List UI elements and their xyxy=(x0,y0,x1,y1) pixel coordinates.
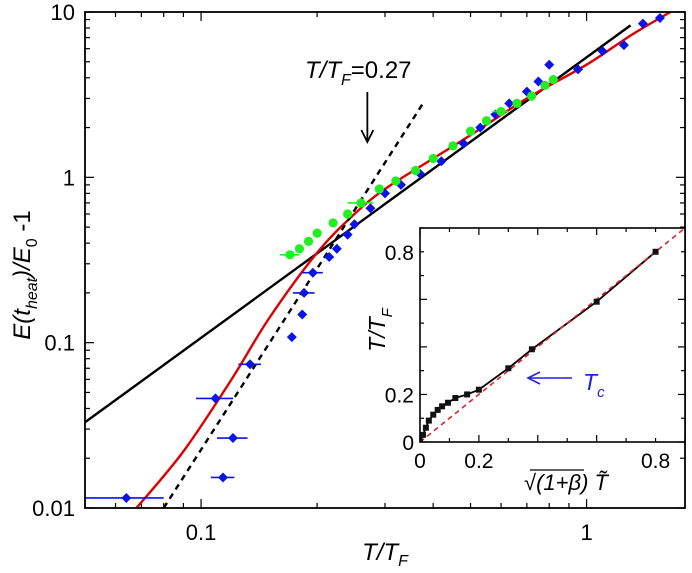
green-circles-point xyxy=(448,141,458,151)
blue-diamonds-point xyxy=(458,138,469,149)
y-axis-label: E(theat)/E0 -1 xyxy=(9,210,41,339)
blue-diamonds-point xyxy=(210,393,221,404)
inset-y-tick-label: 0.8 xyxy=(385,242,414,265)
x-tick-label: 0.1 xyxy=(186,520,217,545)
inset-plot: 0 0.2 0.8 0 0.2 0.8 T/TF √(1+β) T̃ Tc xyxy=(364,227,686,495)
blue-diamonds-point xyxy=(436,156,447,167)
green-circles-point xyxy=(526,91,537,101)
blue-diamonds-point xyxy=(245,359,256,370)
annotation-arrow-head xyxy=(360,129,375,145)
inset-y-axis-label-group: T/TF xyxy=(364,307,396,352)
inset-x-tick-label: 0.8 xyxy=(641,450,670,473)
inset-point xyxy=(430,411,437,418)
inset-point xyxy=(420,431,426,438)
main-plot: 0.1 1 0.01 0.1 1 10 T/TF E(theat)/E0 -1 T/TF=0.2… xyxy=(9,0,686,570)
green-circles-point xyxy=(410,165,421,176)
inset-point xyxy=(444,399,451,406)
inset-x-tick-label: 0 xyxy=(414,450,426,473)
green-circles-point xyxy=(540,80,550,90)
blue-diamonds-point xyxy=(618,40,629,51)
y-tick-label: 10 xyxy=(51,0,75,25)
black-dashed-fit xyxy=(162,100,426,508)
green-circles-point xyxy=(512,98,522,109)
green-circles-point xyxy=(481,116,492,126)
inset-point xyxy=(422,424,429,431)
inset-point xyxy=(425,417,432,424)
inset-point xyxy=(464,391,471,398)
blue-diamonds-point xyxy=(349,219,360,230)
inset-y-tick-label: 0.2 xyxy=(385,384,414,407)
green-circles-point xyxy=(428,153,438,164)
inset-x-tick-label: 0.2 xyxy=(464,450,493,473)
annotation-label: T/TF=0.27 xyxy=(305,57,412,89)
inset-point xyxy=(420,439,423,442)
blue-diamonds-point xyxy=(544,59,555,70)
blue-diamonds-point xyxy=(297,309,308,320)
blue-diamonds-point xyxy=(307,267,318,278)
blue-diamonds-point xyxy=(217,472,228,483)
inset-x-axis-label: √(1+β) T̃ xyxy=(524,470,609,495)
y-tick-label: 0.01 xyxy=(32,496,75,521)
inset-annotation-label: Tc xyxy=(583,369,605,401)
blue-diamonds-point xyxy=(299,287,310,298)
green-circles-point xyxy=(328,218,338,228)
inset-point xyxy=(593,298,600,305)
inset-point xyxy=(452,395,459,402)
y-tick-label: 0.1 xyxy=(44,331,75,356)
green-circles-point xyxy=(303,236,314,246)
green-circles-point xyxy=(391,176,401,186)
green-circles-point xyxy=(356,198,366,208)
blue-diamonds-point xyxy=(504,98,515,109)
green-circles-point xyxy=(496,106,506,117)
y-axis-label-group: E(theat)/E0 -1 xyxy=(9,210,41,339)
green-circles-point xyxy=(548,75,558,85)
blue-diamonds-point xyxy=(324,251,335,262)
x-axis-label: T/TF xyxy=(362,539,409,568)
inset-y-tick-label: 0 xyxy=(402,432,414,455)
green-circles-point xyxy=(285,250,295,260)
main-points xyxy=(85,12,665,503)
blue-diamonds-point xyxy=(227,433,238,444)
blue-diamonds-point xyxy=(654,12,665,23)
inset-diagonal xyxy=(420,228,685,442)
inset-y-axis-label: T/TF xyxy=(364,307,396,352)
inset-annotation-arrow-head xyxy=(526,371,541,385)
blue-diamonds-point xyxy=(597,46,608,57)
blue-diamonds-point xyxy=(121,492,132,503)
inset-point xyxy=(439,403,446,410)
inset-point xyxy=(505,365,512,372)
inset-point xyxy=(528,346,535,353)
inset-point xyxy=(475,386,482,393)
blue-diamonds-point xyxy=(637,18,648,29)
inset-lines xyxy=(420,228,685,442)
green-circles-point xyxy=(374,184,384,194)
blue-diamonds-point xyxy=(572,64,583,75)
green-circles-point xyxy=(312,228,322,238)
green-circles-point xyxy=(294,244,305,254)
inset-frame xyxy=(419,227,686,443)
blue-diamonds-point xyxy=(331,243,342,254)
inset-point xyxy=(434,406,441,413)
y-tick-label: 1 xyxy=(63,165,75,190)
green-circles-point xyxy=(465,126,476,136)
blue-diamonds-point xyxy=(365,203,376,214)
blue-diamonds-point xyxy=(342,229,353,240)
green-circles-point xyxy=(343,209,353,219)
x-tick-label: 1 xyxy=(580,520,592,545)
inset-point xyxy=(652,248,659,255)
blue-diamonds-point xyxy=(286,332,297,343)
blue-diamonds-point xyxy=(475,122,486,133)
